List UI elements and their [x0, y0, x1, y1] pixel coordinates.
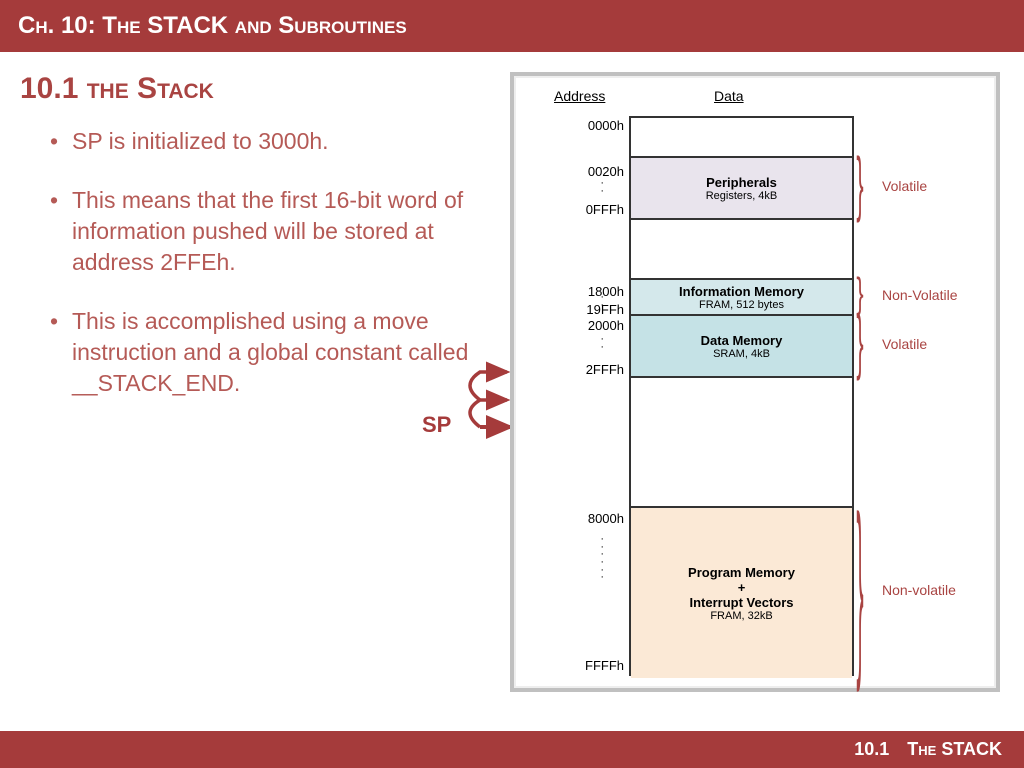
bullet-item: This means that the first 16-bit word of…: [50, 185, 490, 278]
slide-footer: 10.1 The STACK: [0, 731, 1024, 768]
region-title: Peripherals: [706, 175, 777, 190]
address-label: 2000h: [588, 318, 624, 333]
brace-icon: }: [856, 302, 863, 383]
volatility-label: Volatile: [882, 178, 927, 194]
memory-region: PeripheralsRegisters, 4kB: [631, 158, 852, 220]
volatility-label: Volatile: [882, 336, 927, 352]
sp-arrows-icon: [455, 352, 515, 442]
region-title: Data Memory: [701, 333, 783, 348]
chapter-header: Ch. 10: The STACK and Subroutines: [0, 0, 1024, 52]
region-title: Information Memory: [679, 284, 804, 299]
ellipsis-icon: · ·: [600, 180, 604, 195]
region-subtitle: FRAM, 32kB: [710, 610, 772, 622]
memory-region: Data MemorySRAM, 4kB: [631, 316, 852, 378]
region-subtitle: SRAM, 4kB: [713, 348, 770, 360]
address-label: 0020h: [588, 164, 624, 179]
memory-region: [631, 220, 852, 280]
bullet-item: This is accomplished using a move instru…: [50, 306, 490, 399]
diagram-column: SP Address Data 0000h0020h0FFFh1800h19FF…: [490, 72, 1014, 427]
memory-region: Program Memory+Interrupt VectorsFRAM, 32…: [631, 508, 852, 678]
address-label: 0FFFh: [586, 202, 624, 217]
ellipsis-icon: · ·: [600, 336, 604, 351]
bullet-item: SP is initialized to 3000h.: [50, 126, 490, 157]
region-title: Interrupt Vectors: [689, 595, 793, 610]
sp-label: SP: [422, 412, 451, 438]
brace-icon: }: [856, 144, 863, 225]
region-title: +: [738, 580, 746, 595]
memory-table: PeripheralsRegisters, 4kB Information Mem…: [629, 116, 854, 676]
ellipsis-icon: · · · · · ·: [600, 536, 604, 582]
address-label: 0000h: [588, 118, 624, 133]
address-label: 2FFFh: [586, 362, 624, 377]
memory-region: [631, 378, 852, 508]
region-subtitle: Registers, 4kB: [706, 190, 778, 202]
address-label: 8000h: [588, 511, 624, 526]
memory-region: Information MemoryFRAM, 512 bytes: [631, 280, 852, 316]
address-label: FFFFh: [585, 658, 624, 673]
volatility-label: Non-volatile: [882, 582, 956, 598]
region-subtitle: FRAM, 512 bytes: [699, 299, 784, 311]
memory-region: [631, 118, 852, 158]
region-title: Program Memory: [688, 565, 795, 580]
brace-icon: }: [856, 477, 863, 700]
volatility-label: Non-Volatile: [882, 287, 958, 303]
section-title: 10.1 the Stack: [20, 72, 490, 106]
bullet-list: SP is initialized to 3000h. This means t…: [20, 126, 490, 399]
text-column: 10.1 the Stack SP is initialized to 3000…: [10, 72, 490, 427]
memory-diagram-frame: Address Data 0000h 0020h 0FFFh 1800h 19FFh20…: [510, 72, 1000, 692]
address-header: Address: [554, 88, 605, 104]
content-area: 10.1 the Stack SP is initialized to 3000…: [0, 52, 1024, 427]
address-label: 19FFh: [586, 302, 624, 317]
data-header: Data: [714, 88, 744, 104]
ellipsis-icon: · ·: [600, 294, 604, 309]
address-label: 1800h: [588, 284, 624, 299]
